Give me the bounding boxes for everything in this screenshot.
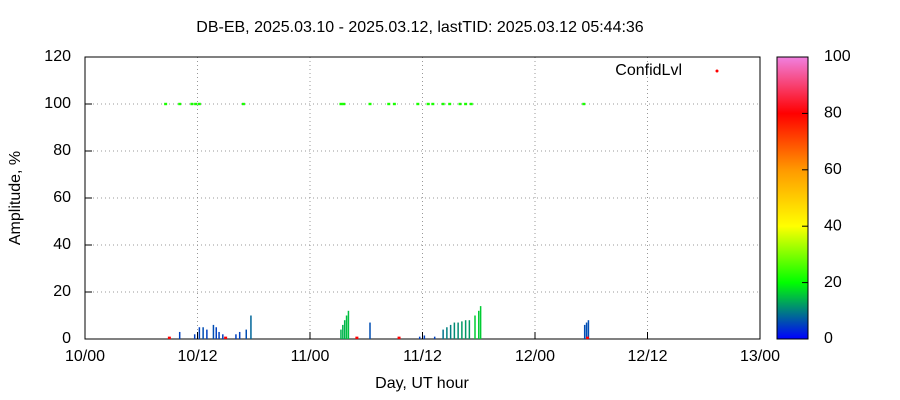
y-tick-label: 120: [44, 48, 71, 65]
y-tick-label: 80: [53, 142, 71, 159]
point: [164, 102, 168, 106]
colorbar-tick-label: 80: [824, 105, 842, 122]
colorbar-tick-label: 60: [824, 161, 842, 178]
plot-border: [84, 56, 761, 340]
colorbar-tick-label: 40: [824, 217, 842, 234]
point: [448, 102, 452, 106]
point: [397, 336, 401, 340]
y-tick-label: 40: [53, 236, 71, 253]
point: [197, 102, 201, 106]
point: [387, 102, 391, 106]
point: [441, 102, 445, 106]
y-tick-label: 100: [44, 95, 71, 112]
point: [224, 336, 228, 340]
point: [392, 102, 396, 106]
colorbar-tick-label: 100: [824, 48, 851, 65]
x-tick-label: 12/12: [627, 348, 667, 365]
point: [190, 102, 194, 106]
y-tick-label: 60: [53, 189, 71, 206]
point: [582, 102, 586, 106]
legend-marker: [715, 69, 719, 73]
point: [431, 102, 435, 106]
point: [586, 336, 589, 340]
legend-label: ConfidLvl: [615, 62, 682, 79]
colorbar-tick-label: 0: [824, 330, 833, 347]
point: [194, 102, 198, 106]
point: [458, 102, 462, 106]
x-tick-label: 10/00: [65, 348, 105, 365]
colorbar: [776, 56, 809, 340]
y-tick-label: 20: [53, 283, 71, 300]
chart-title: DB-EB, 2025.03.10 - 2025.03.12, lastTID:…: [196, 19, 644, 36]
x-axis-label: Day, UT hour: [375, 375, 469, 392]
point: [178, 102, 182, 106]
y-tick-label: 0: [62, 330, 71, 347]
point: [464, 102, 468, 106]
x-tick-label: 12/00: [515, 348, 555, 365]
point: [339, 102, 343, 106]
x-tick-label: 11/00: [291, 348, 330, 365]
x-tick-label: 10/12: [177, 348, 217, 365]
point: [469, 102, 473, 106]
point: [167, 336, 171, 340]
point: [355, 336, 359, 340]
colorbar-tick-label: 20: [824, 274, 842, 291]
point: [416, 102, 420, 106]
x-tick-label: 11/12: [403, 348, 442, 365]
y-axis-label: Amplitude, %: [7, 151, 24, 245]
point: [426, 102, 430, 106]
point: [241, 102, 245, 106]
x-tick-label: 13/00: [740, 348, 780, 365]
point: [368, 102, 372, 106]
point: [342, 102, 346, 106]
